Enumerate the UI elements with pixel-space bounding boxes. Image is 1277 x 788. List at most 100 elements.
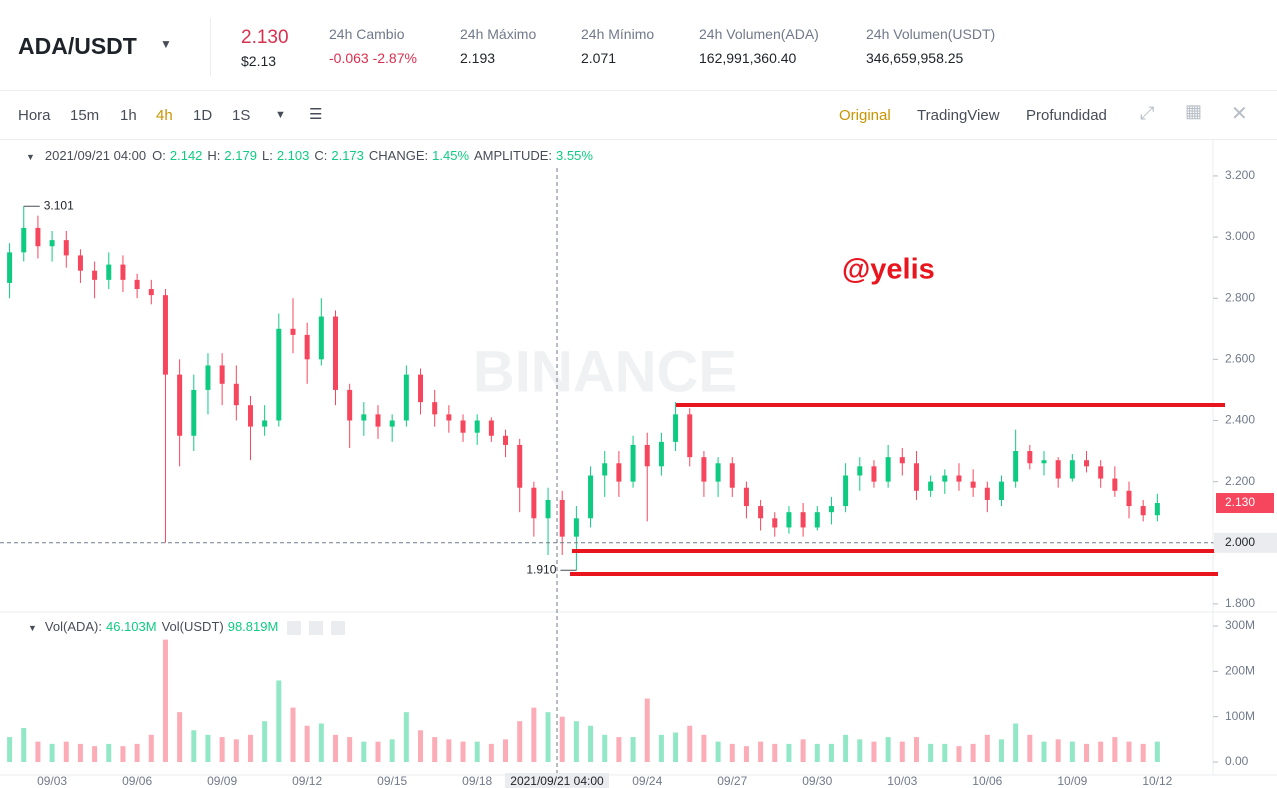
- volume-bar: [389, 739, 395, 763]
- view-button[interactable]: Original: [839, 107, 891, 124]
- volume-bar: [545, 712, 551, 763]
- ohlc-info: ▼ 2021/09/21 04:00 O: 2.142 H: 2.179 L: 2.103 C:…: [26, 148, 598, 163]
- info-label: H:: [207, 148, 221, 163]
- volume-bar: [857, 739, 863, 763]
- candle-body: [1126, 490, 1132, 507]
- volume-bar: [474, 741, 480, 763]
- candle-body: [21, 227, 27, 253]
- candle-body: [177, 374, 183, 436]
- candle-body: [630, 444, 636, 482]
- interval-button[interactable]: 1h: [120, 107, 137, 124]
- volume-bar: [715, 741, 721, 763]
- stat-label: 24h Cambio: [329, 26, 405, 42]
- remove-icon[interactable]: [331, 620, 346, 635]
- candle-body: [758, 506, 764, 519]
- candle-body: [899, 457, 905, 464]
- volume-bar: [1112, 737, 1118, 763]
- volume-bar: [134, 743, 140, 763]
- volume-bar: [644, 698, 650, 763]
- x-tick-label: 09/24: [632, 774, 662, 788]
- candle-body: [432, 402, 438, 415]
- stat: 24h Volumen(ADA) 162,991,360.40: [699, 26, 819, 66]
- candle-body: [1055, 460, 1061, 479]
- volume-bar: [786, 743, 792, 763]
- candle-body: [814, 512, 820, 528]
- candle-body: [148, 289, 154, 296]
- volume-bar: [290, 707, 296, 763]
- pair-dropdown[interactable]: ▼: [160, 37, 172, 51]
- candle-body: [843, 475, 849, 507]
- candle-body: [474, 420, 480, 433]
- interval-button[interactable]: 1D: [193, 107, 213, 124]
- stat-label: 24h Volumen(USDT): [866, 26, 996, 42]
- candle-body: [389, 420, 395, 427]
- volume-bar: [956, 746, 962, 763]
- interval-button[interactable]: 15m: [70, 107, 100, 124]
- volume-bar: [673, 732, 679, 763]
- info-value: 3.55%: [556, 148, 593, 163]
- volume-bar: [1027, 734, 1033, 763]
- candle-body: [1027, 451, 1033, 464]
- collapse-icon[interactable]: ▼: [26, 152, 35, 162]
- eye-icon[interactable]: [287, 620, 302, 635]
- layout-icon[interactable]: ▦: [1185, 101, 1203, 121]
- interval-button[interactable]: Hora: [18, 107, 51, 124]
- high-marker-label: 3.101: [44, 198, 74, 212]
- stat-value: -0.063 -2.87%: [329, 50, 417, 66]
- more-intervals[interactable]: ▼: [275, 109, 286, 121]
- info-value: 2.142: [169, 148, 203, 163]
- info-value: 2.173: [331, 148, 364, 163]
- info-value: 2.103: [276, 148, 310, 163]
- y-tick-label: 2.200: [1225, 474, 1255, 488]
- watermark: BINANCE: [473, 339, 737, 404]
- candle-body: [1041, 460, 1047, 464]
- stat: 24h Volumen(USDT) 346,659,958.25: [866, 26, 995, 66]
- view-button[interactable]: Profundidad: [1026, 107, 1107, 124]
- volume-bar: [984, 734, 990, 763]
- candle-body: [347, 389, 353, 421]
- y-tick-label: 2.400: [1225, 413, 1255, 427]
- fullscreen-icon[interactable]: ⤢: [1140, 103, 1155, 123]
- vol-label: Vol(ADA):: [44, 619, 102, 634]
- volume-bar: [446, 739, 452, 763]
- candle-body: [701, 457, 707, 482]
- volume-bar: [1055, 739, 1061, 763]
- interval-button[interactable]: 4h: [156, 107, 173, 124]
- volume-bar: [517, 721, 523, 763]
- vol-label: Vol(USDT): [161, 619, 224, 634]
- candle-body: [219, 365, 225, 384]
- candle-body: [772, 518, 778, 528]
- candle-body: [418, 374, 424, 403]
- pair[interactable]: ADA/USDT: [18, 33, 137, 59]
- volume-bar: [1098, 741, 1104, 763]
- view-button[interactable]: TradingView: [917, 107, 1000, 124]
- collapse-icon[interactable]: ▼: [28, 623, 37, 633]
- volume-bar: [1069, 741, 1075, 763]
- candle-body: [1013, 451, 1019, 482]
- volume-bar: [559, 716, 565, 763]
- x-tick-label: 10/03: [887, 774, 917, 788]
- candle-body: [120, 264, 126, 280]
- volume-bar: [21, 728, 27, 763]
- close-icon[interactable]: ✕: [1231, 103, 1248, 125]
- interval-button[interactable]: 1S: [232, 107, 251, 124]
- candle-body: [970, 481, 976, 488]
- candle-body: [517, 444, 523, 488]
- candle-body: [77, 255, 83, 271]
- settings-icon[interactable]: ☰: [309, 106, 323, 123]
- y-tick-label: 2.800: [1225, 290, 1255, 304]
- candle-body: [871, 466, 877, 482]
- candle-body: [673, 414, 679, 442]
- candle-body: [92, 270, 98, 280]
- gear-icon[interactable]: [309, 620, 324, 635]
- header: ADA/USDT ▼ 2.130 $2.13 24h Cambio -0.063 …: [0, 0, 1277, 91]
- volume-bar: [729, 743, 735, 763]
- last-price: 2.130: [241, 27, 289, 48]
- candle-body: [318, 316, 324, 360]
- candle-body: [729, 463, 735, 488]
- stat: 24h Mínimo 2.071: [581, 26, 654, 66]
- candle-body: [1069, 460, 1075, 479]
- candle-body: [715, 463, 721, 482]
- volume-bar: [191, 730, 197, 763]
- volume-bar: [332, 734, 338, 763]
